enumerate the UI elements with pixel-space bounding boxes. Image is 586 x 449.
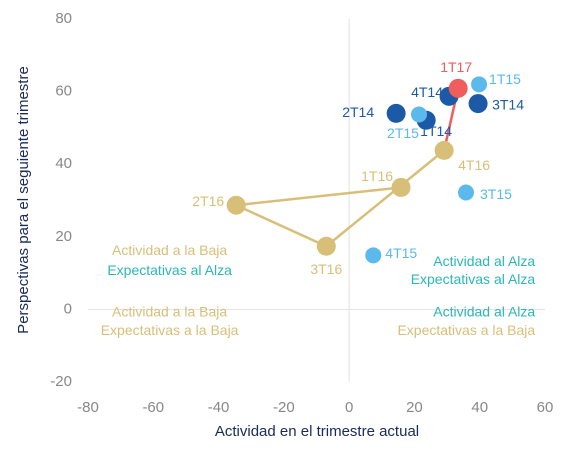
annotation: Actividad a la Baja xyxy=(112,242,227,258)
point-label: 1T15 xyxy=(489,71,521,87)
point-label: 1T16 xyxy=(361,168,393,184)
series-line xyxy=(231,149,445,248)
x-axis-label: Actividad en el trimestre actual xyxy=(215,423,419,440)
x-tick-label: 20 xyxy=(406,399,423,416)
point xyxy=(434,140,454,160)
point-label: 1T14 xyxy=(420,123,452,139)
y-tick-label: 80 xyxy=(55,10,72,27)
y-tick-label: 60 xyxy=(55,83,72,100)
point xyxy=(448,78,468,98)
y-tick-label: -20 xyxy=(50,373,72,390)
y-tick-label: 0 xyxy=(64,300,72,317)
point xyxy=(471,76,488,93)
y-tick-label: 20 xyxy=(55,228,72,245)
annotation: Actividad al Alza xyxy=(433,304,535,320)
point xyxy=(316,236,336,256)
point xyxy=(226,195,246,215)
x-tick-label: 40 xyxy=(471,399,488,416)
point xyxy=(386,103,406,123)
annotation: Expectativas a la Baja xyxy=(101,322,239,338)
x-tick-label: -40 xyxy=(208,399,230,416)
annotation: Expectativas a la Baja xyxy=(397,322,535,338)
point-label: 2T14 xyxy=(342,104,374,120)
x-tick-label: 0 xyxy=(345,399,353,416)
annotation: Actividad a la Baja xyxy=(112,304,227,320)
point-label: 3T15 xyxy=(480,186,512,202)
annotation: Expectativas al Alza xyxy=(107,262,232,278)
point xyxy=(391,177,411,197)
x-tick-label: -20 xyxy=(273,399,295,416)
y-axis-label: Perspectivas para el seguiente trimestre xyxy=(15,66,32,334)
y-tick-label: 40 xyxy=(55,155,72,172)
point-label: 3T14 xyxy=(492,96,524,112)
point-label: 4T15 xyxy=(385,245,417,261)
annotation: Expectativas al Alza xyxy=(411,271,536,287)
point xyxy=(410,106,427,123)
annotation: Actividad al Alza xyxy=(433,253,535,269)
point-label: 3T16 xyxy=(310,261,342,277)
point-label: 1T17 xyxy=(440,59,472,75)
point-label: 4T14 xyxy=(411,84,443,100)
point xyxy=(468,94,488,114)
point-label: 2T15 xyxy=(387,125,419,141)
x-tick-label: -80 xyxy=(77,399,99,416)
x-tick-label: -60 xyxy=(142,399,164,416)
point xyxy=(458,184,475,201)
point-label: 2T16 xyxy=(192,193,224,209)
x-tick-label: 60 xyxy=(537,399,554,416)
point-label: 4T16 xyxy=(458,157,490,173)
point xyxy=(365,247,382,264)
